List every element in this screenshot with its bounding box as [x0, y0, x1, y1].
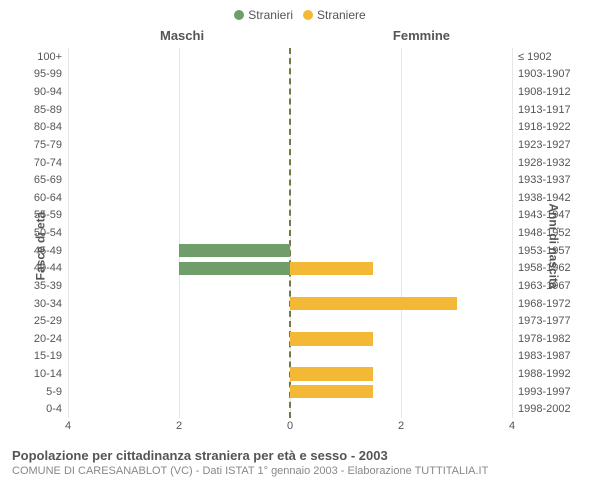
legend-label-stranieri: Stranieri: [248, 8, 293, 22]
age-row: 0-41998-2002: [68, 401, 512, 419]
age-row: 30-341968-1972: [68, 295, 512, 313]
captions: Popolazione per cittadinanza straniera p…: [10, 448, 590, 477]
age-row: 20-241978-1982: [68, 330, 512, 348]
column-header-maschi: Maschi: [160, 28, 204, 43]
birth-label: 1918-1922: [512, 121, 571, 133]
birth-label: 1968-1972: [512, 298, 571, 310]
age-label: 70-74: [34, 157, 68, 169]
age-label: 0-4: [46, 403, 68, 415]
bar-female: [290, 385, 373, 398]
age-label: 20-24: [34, 333, 68, 345]
age-row: 90-941908-1912: [68, 83, 512, 101]
legend-item-straniere: Straniere: [303, 8, 366, 22]
age-label: 60-64: [34, 192, 68, 204]
age-label: 55-59: [34, 209, 68, 221]
age-row: 50-541948-1952: [68, 224, 512, 242]
bar-male: [179, 244, 290, 257]
bar-male: [179, 262, 290, 275]
birth-label: 1973-1977: [512, 315, 571, 327]
x-tick-label: 2: [398, 420, 404, 432]
x-tick-label: 4: [65, 420, 71, 432]
age-row: 5-91993-1997: [68, 383, 512, 401]
age-label: 50-54: [34, 227, 68, 239]
x-tick-label: 2: [176, 420, 182, 432]
age-row: 75-791923-1927: [68, 136, 512, 154]
age-label: 95-99: [34, 68, 68, 80]
caption-title: Popolazione per cittadinanza straniera p…: [12, 448, 588, 463]
age-label: 75-79: [34, 139, 68, 151]
x-tick-label: 4: [509, 420, 515, 432]
age-row: 65-691933-1937: [68, 171, 512, 189]
age-row: 10-141988-1992: [68, 365, 512, 383]
age-label: 90-94: [34, 86, 68, 98]
birth-label: 1963-1967: [512, 280, 571, 292]
birth-label: 1913-1917: [512, 104, 571, 116]
birth-label: 1988-1992: [512, 368, 571, 380]
age-row: 35-391963-1967: [68, 277, 512, 295]
age-label: 45-49: [34, 245, 68, 257]
bar-female: [290, 367, 373, 380]
age-label: 85-89: [34, 104, 68, 116]
swatch-straniere: [303, 10, 313, 20]
rows-host: 100+≤ 190295-991903-190790-941908-191285…: [68, 48, 512, 418]
birth-label: 1948-1952: [512, 227, 571, 239]
caption-subtitle: COMUNE DI CARESANABLOT (VC) - Dati ISTAT…: [12, 465, 588, 477]
age-label: 100+: [37, 51, 68, 63]
age-label: 35-39: [34, 280, 68, 292]
age-row: 40-441958-1962: [68, 260, 512, 278]
age-row: 70-741928-1932: [68, 154, 512, 172]
birth-label: 1908-1912: [512, 86, 571, 98]
legend-item-stranieri: Stranieri: [234, 8, 293, 22]
age-label: 25-29: [34, 315, 68, 327]
age-label: 5-9: [46, 386, 68, 398]
birth-label: 1938-1942: [512, 192, 571, 204]
age-label: 40-44: [34, 262, 68, 274]
age-label: 80-84: [34, 121, 68, 133]
birth-label: 1953-1957: [512, 245, 571, 257]
age-row: 60-641938-1942: [68, 189, 512, 207]
swatch-stranieri: [234, 10, 244, 20]
birth-label: 1983-1987: [512, 350, 571, 362]
birth-label: 1903-1907: [512, 68, 571, 80]
age-row: 55-591943-1947: [68, 207, 512, 225]
legend-label-straniere: Straniere: [317, 8, 366, 22]
age-label: 15-19: [34, 350, 68, 362]
bar-female: [290, 262, 373, 275]
birth-label: 1923-1927: [512, 139, 571, 151]
age-row: 15-191983-1987: [68, 348, 512, 366]
age-label: 30-34: [34, 298, 68, 310]
age-label: 10-14: [34, 368, 68, 380]
age-row: 85-891913-1917: [68, 101, 512, 119]
birth-label: ≤ 1902: [512, 51, 552, 63]
birth-label: 1978-1982: [512, 333, 571, 345]
birth-label: 1943-1947: [512, 209, 571, 221]
legend: Stranieri Straniere: [10, 8, 590, 22]
age-row: 25-291973-1977: [68, 312, 512, 330]
column-headers: Maschi Femmine: [10, 28, 590, 46]
bar-female: [290, 332, 373, 345]
x-axis: 4 2 0 2 4: [68, 420, 512, 434]
age-label: 65-69: [34, 174, 68, 186]
birth-label: 1998-2002: [512, 403, 571, 415]
bar-female: [290, 297, 457, 310]
birth-label: 1928-1932: [512, 157, 571, 169]
plot-area: 100+≤ 190295-991903-190790-941908-191285…: [68, 48, 512, 418]
age-row: 95-991903-1907: [68, 66, 512, 84]
x-tick-label: 0: [287, 420, 293, 432]
birth-label: 1958-1962: [512, 262, 571, 274]
column-header-femmine: Femmine: [393, 28, 450, 43]
birth-label: 1993-1997: [512, 386, 571, 398]
age-row: 45-491953-1957: [68, 242, 512, 260]
birth-label: 1933-1937: [512, 174, 571, 186]
age-row: 100+≤ 1902: [68, 48, 512, 66]
chart-container: Stranieri Straniere Maschi Femmine Fasce…: [0, 0, 600, 500]
chart-area: Fasce di età Anni di nascita 100+≤ 19029…: [10, 48, 590, 444]
age-row: 80-841918-1922: [68, 119, 512, 137]
